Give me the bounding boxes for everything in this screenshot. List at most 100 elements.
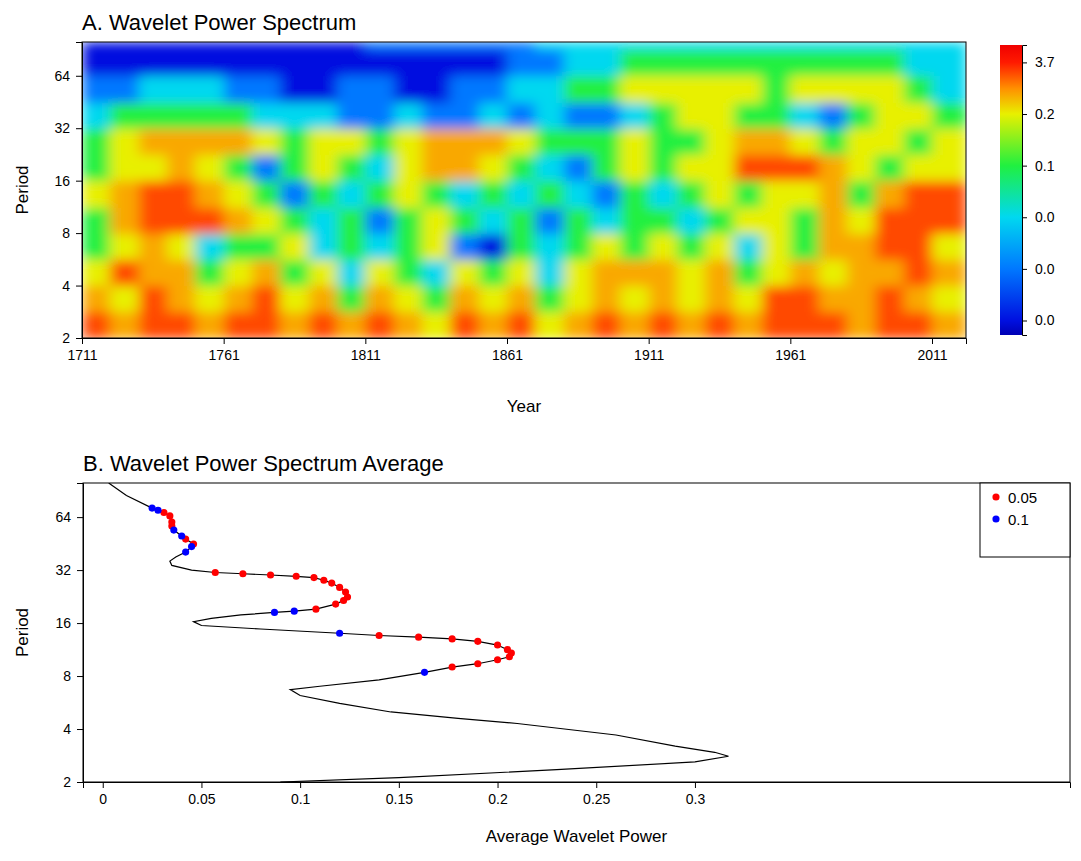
heat-cell <box>875 286 904 313</box>
heat-cell <box>790 259 819 286</box>
heat-cell <box>422 286 451 313</box>
heat-cell <box>847 286 876 313</box>
heat-cell <box>847 128 876 155</box>
series-point <box>449 663 456 670</box>
x-axis-tick: 2011 <box>917 338 947 363</box>
heat-cell <box>507 128 536 155</box>
heat-cell <box>705 102 734 129</box>
heat-cell <box>82 42 111 50</box>
heat-cell <box>167 154 196 181</box>
heat-cell <box>620 207 649 234</box>
legend: 0.050.1 <box>980 483 1070 557</box>
tick-mark <box>596 782 597 788</box>
tick-mark <box>76 286 82 287</box>
heat-cell <box>762 259 791 286</box>
tick-mark <box>201 782 202 788</box>
heat-cell <box>932 42 966 50</box>
tick-mark <box>77 729 83 730</box>
heat-cell <box>280 233 309 260</box>
heat-cell <box>365 102 394 129</box>
y-axis-tick: 4 <box>62 278 82 294</box>
series-point <box>449 635 456 642</box>
heat-cell <box>507 286 536 313</box>
heat-cell <box>110 128 139 155</box>
legend-swatch <box>992 493 999 500</box>
heat-cell <box>620 42 649 50</box>
heat-cell <box>450 102 479 129</box>
heat-cell <box>762 50 791 77</box>
heat-cell <box>790 76 819 103</box>
heat-cell <box>932 259 966 286</box>
heat-cell <box>592 42 621 50</box>
heat-cell <box>450 286 479 313</box>
series-point <box>506 653 513 660</box>
heat-cell <box>734 233 763 260</box>
heat-cell <box>394 102 423 129</box>
heat-cell <box>677 207 706 234</box>
heat-cell <box>790 128 819 155</box>
heat-cell <box>790 102 819 129</box>
tick-mark <box>77 782 83 783</box>
heat-cell <box>620 76 649 103</box>
heat-cell <box>734 102 763 129</box>
heat-cell <box>564 207 593 234</box>
heat-cell <box>82 181 111 208</box>
y-axis: 248163264 <box>54 43 82 346</box>
heat-cell <box>450 42 479 50</box>
tick-mark <box>649 338 650 344</box>
series-point <box>310 574 317 581</box>
tick-mark <box>76 128 82 129</box>
heat-cell <box>337 154 366 181</box>
y-axis-tick: 16 <box>54 173 82 189</box>
heat-cell <box>677 154 706 181</box>
heat-cell <box>224 312 253 338</box>
x-axis-title: Average Wavelet Power <box>486 827 668 846</box>
y-axis: 248163264 <box>55 484 83 790</box>
heat-cell <box>649 181 678 208</box>
tick-mark <box>932 338 933 344</box>
x-axis-title: Year <box>507 397 542 416</box>
tick-label: 1811 <box>351 347 381 363</box>
heat-cell <box>252 233 281 260</box>
tick-label: 32 <box>54 120 70 136</box>
heat-cell <box>762 233 791 260</box>
heat-cell <box>507 207 536 234</box>
tick-label: 0.05 <box>188 791 215 807</box>
heat-cell <box>592 233 621 260</box>
tick-mark <box>76 181 82 182</box>
heat-cell <box>705 76 734 103</box>
heat-cell <box>280 128 309 155</box>
heat-cell <box>705 128 734 155</box>
heat-cell <box>535 312 564 338</box>
x-axis-tick: 0.05 <box>188 782 215 807</box>
heat-cell <box>564 286 593 313</box>
tick-label: 0.0 <box>1035 261 1055 277</box>
heat-cell <box>394 154 423 181</box>
heat-cell <box>167 128 196 155</box>
heat-cell <box>139 286 168 313</box>
heat-cell <box>875 259 904 286</box>
heat-cell <box>819 233 848 260</box>
heat-cell <box>479 128 508 155</box>
heat-cell <box>819 42 848 50</box>
heat-cell <box>224 42 253 50</box>
heat-cell <box>394 128 423 155</box>
heat-cell <box>819 312 848 338</box>
heat-cell <box>110 181 139 208</box>
heat-cell <box>620 259 649 286</box>
legend-label: 0.05 <box>1008 489 1037 506</box>
tick-mark <box>103 782 104 788</box>
tick-label: 0.15 <box>386 791 413 807</box>
heat-cell <box>535 259 564 286</box>
heat-cell <box>280 42 309 50</box>
x-axis-tick: 1811 <box>351 338 381 363</box>
heat-cell <box>592 312 621 338</box>
series-point <box>293 573 300 580</box>
heat-cell <box>280 102 309 129</box>
heat-cell <box>110 50 139 77</box>
heat-cell <box>705 42 734 50</box>
heat-cell <box>734 181 763 208</box>
heat-cell <box>847 259 876 286</box>
heat-cell <box>479 154 508 181</box>
plot-area <box>82 42 966 338</box>
